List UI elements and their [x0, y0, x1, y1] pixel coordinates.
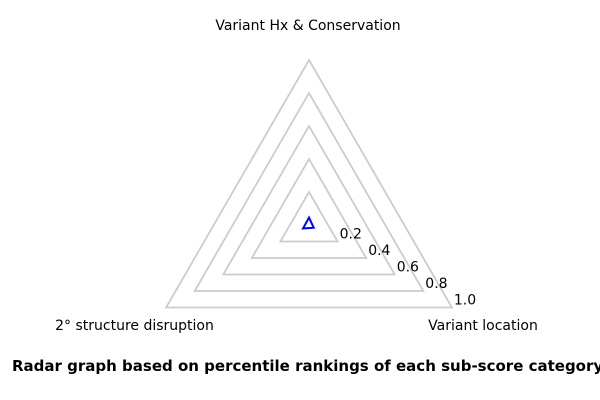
- radar-grid-ring-0.4: [250, 157, 368, 259]
- axis-label-2deg-structure-disruption: 2° structure disruption: [55, 318, 214, 334]
- figure-caption: Radar graph based on percentile rankings…: [12, 357, 600, 375]
- axis-label-variant-location: Variant location: [428, 318, 538, 334]
- axis-label-variant-hx-conservation: Variant Hx & Conservation: [215, 18, 400, 34]
- radar-grid-ring-1.0: [164, 58, 454, 309]
- radar-tick-label-0.4: 0.4: [368, 243, 390, 259]
- radar-tick-label-0.8: 0.8: [425, 276, 447, 292]
- radar-data-polygon: [301, 215, 316, 230]
- radar-tick-label-0.6: 0.6: [397, 260, 419, 276]
- radar-tick-label-0.2: 0.2: [340, 227, 362, 243]
- radar-tick-label-1.0: 1.0: [454, 293, 476, 309]
- radar-grid-ring-0.6: [221, 124, 397, 276]
- radar-grid-ring-0.2: [278, 190, 340, 243]
- radar-grid-ring-0.8: [193, 91, 425, 292]
